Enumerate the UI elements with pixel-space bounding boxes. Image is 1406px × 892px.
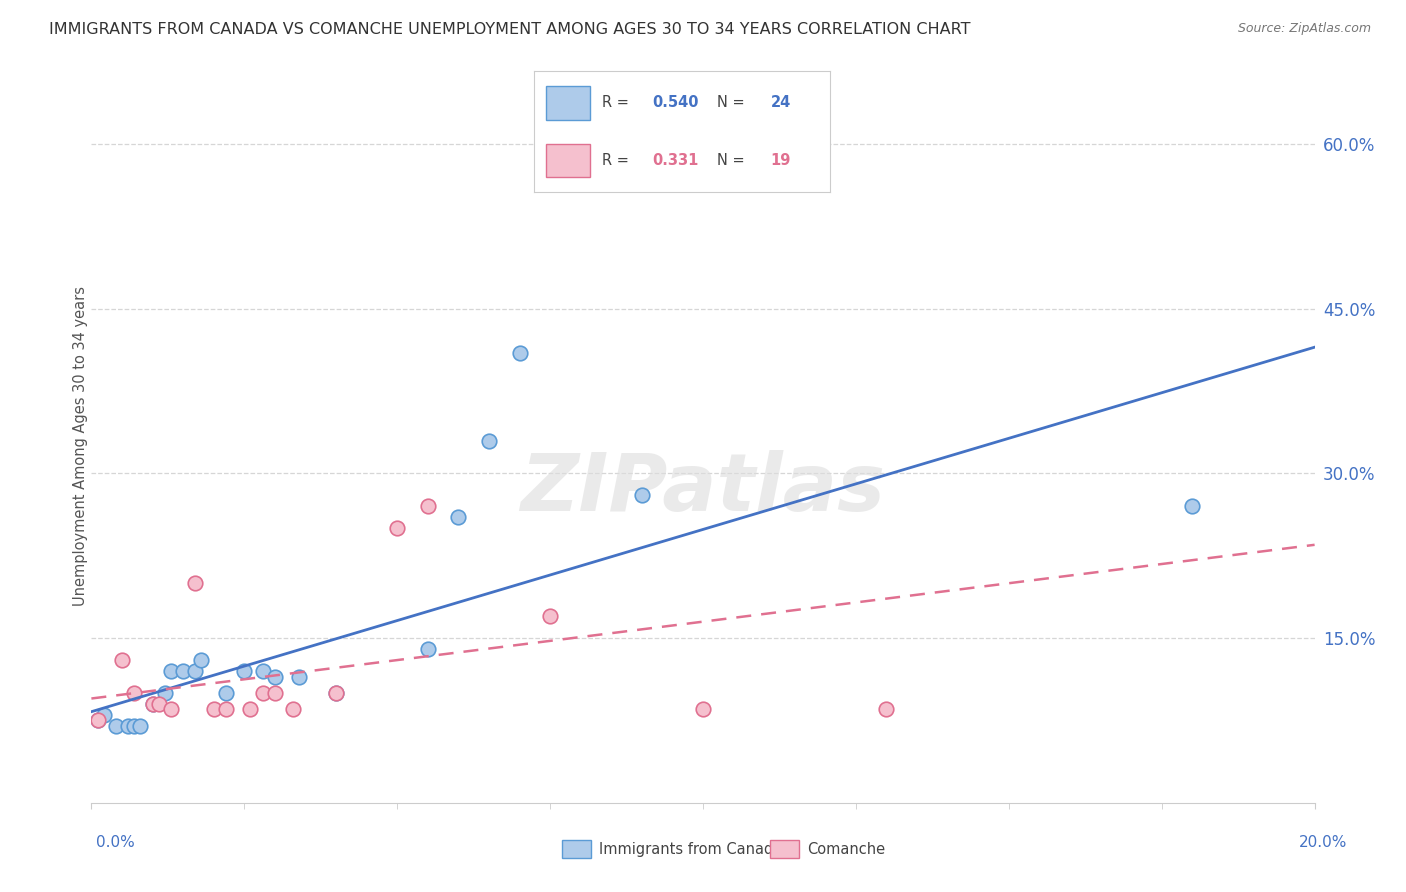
Point xyxy=(190,653,212,667)
Text: Comanche: Comanche xyxy=(807,842,886,856)
Text: 20.0%: 20.0% xyxy=(1299,836,1347,850)
Point xyxy=(692,702,714,716)
Text: R =: R = xyxy=(602,153,634,168)
Point xyxy=(141,697,163,711)
Point xyxy=(264,669,287,683)
Point xyxy=(86,714,108,728)
Point xyxy=(538,609,561,624)
Point xyxy=(631,488,654,502)
Text: N =: N = xyxy=(717,153,749,168)
Point xyxy=(148,697,170,711)
Point xyxy=(153,686,176,700)
Point xyxy=(385,521,409,535)
Point xyxy=(104,719,127,733)
Text: ZIPatlas: ZIPatlas xyxy=(520,450,886,528)
Point xyxy=(184,576,207,591)
Point xyxy=(172,664,194,678)
Point xyxy=(160,664,183,678)
Text: 0.540: 0.540 xyxy=(652,95,699,111)
Point xyxy=(447,510,470,524)
Point xyxy=(509,345,531,359)
Text: 0.0%: 0.0% xyxy=(96,836,135,850)
Point xyxy=(111,653,134,667)
Point xyxy=(86,714,108,728)
Point xyxy=(325,686,347,700)
Point xyxy=(325,686,347,700)
Text: 0.331: 0.331 xyxy=(652,153,699,168)
Point xyxy=(122,686,145,700)
Point xyxy=(160,702,183,716)
Point xyxy=(478,434,501,448)
Y-axis label: Unemployment Among Ages 30 to 34 years: Unemployment Among Ages 30 to 34 years xyxy=(73,286,87,606)
Point xyxy=(264,686,287,700)
Point xyxy=(416,500,439,514)
Text: 19: 19 xyxy=(770,153,790,168)
Point xyxy=(252,664,274,678)
Point xyxy=(875,702,898,716)
Point xyxy=(1181,500,1204,514)
Point xyxy=(283,702,305,716)
Point xyxy=(122,719,145,733)
Point xyxy=(141,697,163,711)
Point xyxy=(288,669,311,683)
Text: N =: N = xyxy=(717,95,749,111)
FancyBboxPatch shape xyxy=(546,144,591,178)
Point xyxy=(202,702,225,716)
Text: Source: ZipAtlas.com: Source: ZipAtlas.com xyxy=(1237,22,1371,36)
Point xyxy=(93,708,115,723)
Point xyxy=(215,686,238,700)
Point xyxy=(233,664,256,678)
Point xyxy=(184,664,207,678)
Point xyxy=(117,719,139,733)
Text: Immigrants from Canada: Immigrants from Canada xyxy=(599,842,782,856)
Text: 24: 24 xyxy=(770,95,790,111)
Point xyxy=(252,686,274,700)
Point xyxy=(215,702,238,716)
Point xyxy=(416,642,439,657)
Text: R =: R = xyxy=(602,95,634,111)
Point xyxy=(239,702,262,716)
Point xyxy=(129,719,152,733)
Text: IMMIGRANTS FROM CANADA VS COMANCHE UNEMPLOYMENT AMONG AGES 30 TO 34 YEARS CORREL: IMMIGRANTS FROM CANADA VS COMANCHE UNEMP… xyxy=(49,22,970,37)
FancyBboxPatch shape xyxy=(546,86,591,120)
